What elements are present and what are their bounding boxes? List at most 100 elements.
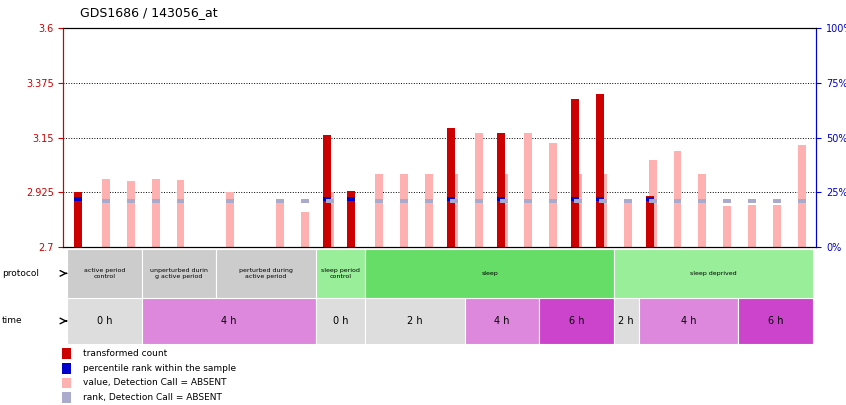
Bar xyxy=(738,298,813,344)
Bar xyxy=(376,199,383,203)
Bar xyxy=(151,199,160,203)
Bar xyxy=(499,174,508,247)
Bar xyxy=(596,94,604,247)
Text: 0 h: 0 h xyxy=(96,316,113,326)
Text: percentile rank within the sample: percentile rank within the sample xyxy=(83,364,236,373)
Bar xyxy=(798,145,805,247)
Bar xyxy=(571,99,579,247)
Bar xyxy=(301,212,309,247)
Bar xyxy=(142,298,316,344)
Text: 4 h: 4 h xyxy=(681,316,696,326)
Text: transformed count: transformed count xyxy=(83,349,167,358)
Bar xyxy=(365,249,614,298)
Bar xyxy=(102,179,110,247)
Bar xyxy=(151,179,160,247)
Bar xyxy=(773,205,781,247)
Bar xyxy=(348,197,355,201)
Bar xyxy=(723,199,731,203)
Bar xyxy=(698,199,706,203)
Bar xyxy=(698,174,706,247)
Text: rank, Detection Call = ABSENT: rank, Detection Call = ABSENT xyxy=(83,393,222,402)
Bar xyxy=(322,135,331,247)
Bar xyxy=(127,199,135,203)
Bar xyxy=(574,199,582,203)
Bar xyxy=(624,199,632,203)
Text: unperturbed durin
g active period: unperturbed durin g active period xyxy=(150,268,208,279)
Bar xyxy=(649,160,656,247)
Text: 4 h: 4 h xyxy=(494,316,510,326)
Bar xyxy=(226,199,234,203)
Bar xyxy=(226,192,234,247)
Text: sleep: sleep xyxy=(481,271,498,276)
Text: protocol: protocol xyxy=(2,269,39,278)
Bar xyxy=(67,249,142,298)
Bar xyxy=(599,174,607,247)
Bar xyxy=(723,206,731,247)
Bar xyxy=(649,199,656,203)
Bar xyxy=(614,298,639,344)
Bar xyxy=(62,392,71,403)
Bar xyxy=(773,199,781,203)
Bar xyxy=(326,199,333,203)
Bar xyxy=(549,199,558,203)
Bar xyxy=(447,197,455,201)
Bar xyxy=(177,199,184,203)
Bar xyxy=(798,199,805,203)
Bar xyxy=(400,199,408,203)
Bar xyxy=(74,197,82,201)
Bar xyxy=(142,249,217,298)
Bar xyxy=(301,199,309,203)
Bar xyxy=(365,298,464,344)
Bar xyxy=(748,205,756,247)
Text: 2 h: 2 h xyxy=(618,316,634,326)
Bar xyxy=(596,197,604,201)
Bar xyxy=(475,199,483,203)
Bar xyxy=(574,174,582,247)
Bar xyxy=(497,197,504,201)
Text: time: time xyxy=(2,316,22,326)
Bar xyxy=(447,128,455,247)
Bar xyxy=(62,348,71,359)
Text: sleep deprived: sleep deprived xyxy=(690,271,737,276)
Bar xyxy=(62,378,71,388)
Text: 2 h: 2 h xyxy=(407,316,423,326)
Bar xyxy=(464,298,539,344)
Bar xyxy=(450,174,458,247)
Bar xyxy=(74,192,82,247)
Bar xyxy=(549,143,558,247)
Bar xyxy=(316,298,365,344)
Bar xyxy=(673,199,682,203)
Bar xyxy=(748,199,756,203)
Bar xyxy=(316,249,365,298)
Bar xyxy=(322,197,331,201)
Text: sleep period
control: sleep period control xyxy=(321,268,360,279)
Text: 6 h: 6 h xyxy=(767,316,783,326)
Bar xyxy=(400,174,408,247)
Bar xyxy=(499,199,508,203)
Bar xyxy=(599,199,607,203)
Bar xyxy=(645,196,654,247)
Text: 4 h: 4 h xyxy=(221,316,236,326)
Text: value, Detection Call = ABSENT: value, Detection Call = ABSENT xyxy=(83,379,226,388)
Text: 0 h: 0 h xyxy=(332,316,349,326)
Bar xyxy=(177,180,184,247)
Bar xyxy=(571,197,579,201)
Bar xyxy=(614,249,813,298)
Bar xyxy=(67,298,142,344)
Bar xyxy=(639,298,738,344)
Bar xyxy=(673,151,682,247)
Bar xyxy=(645,197,654,201)
Bar xyxy=(217,249,316,298)
Text: active period
control: active period control xyxy=(84,268,125,279)
Text: perturbed during
active period: perturbed during active period xyxy=(239,268,293,279)
Bar xyxy=(127,181,135,247)
Text: 6 h: 6 h xyxy=(569,316,585,326)
Bar xyxy=(376,174,383,247)
Bar xyxy=(326,192,333,247)
Bar xyxy=(102,199,110,203)
Bar xyxy=(497,133,504,247)
Bar xyxy=(425,199,433,203)
Bar xyxy=(348,191,355,247)
Bar xyxy=(525,199,532,203)
Bar xyxy=(425,174,433,247)
